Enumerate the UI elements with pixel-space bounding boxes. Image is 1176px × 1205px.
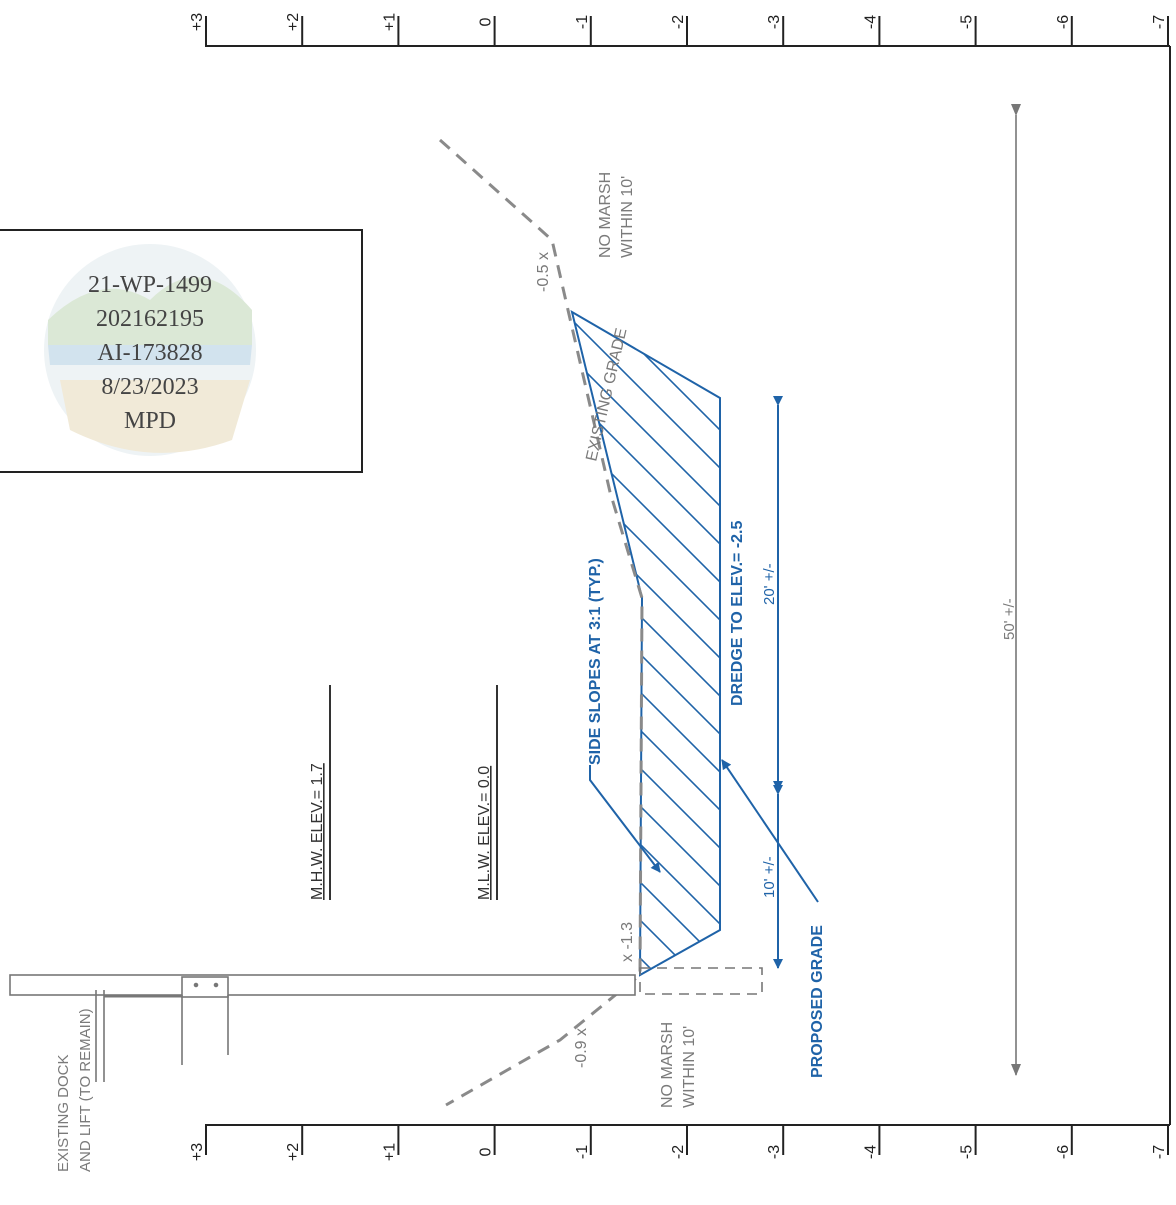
scale-label: -5 — [959, 15, 976, 29]
scale-label: -2 — [670, 1145, 687, 1159]
dock-lift — [181, 976, 229, 998]
scale-label: -5 — [959, 1145, 976, 1159]
no-marsh-bottom-line1: NO MARSH — [659, 1022, 676, 1108]
stamp-line-5: MPD — [124, 408, 176, 434]
existing-grade-label: EXISTING GRADE — [583, 327, 630, 463]
no-marsh-top-line1: NO MARSH — [597, 172, 614, 258]
stamp-line-2: 202162195 — [96, 306, 204, 332]
scale-label: -7 — [1151, 1145, 1168, 1159]
hatch-line — [572, 312, 720, 471]
scale-label: -4 — [862, 1145, 879, 1159]
scale-label: +1 — [381, 13, 398, 31]
bottom-elevation-scale: +3 +2 +1 0 -1 -2 -3 -4 -5 -6 -7 — [189, 1125, 1169, 1161]
scale-label: 0 — [478, 17, 495, 26]
hatch-line — [572, 312, 720, 357]
existing-dock — [9, 967, 763, 1082]
stamp-seal-hills — [48, 277, 252, 345]
side-slopes-label: SIDE SLOPES AT 3:1 (TYP.) — [587, 558, 604, 765]
scale-label: -6 — [1055, 1145, 1072, 1159]
stamp-line-3: AI-173828 — [97, 340, 202, 366]
scale-label: +1 — [381, 1143, 398, 1161]
dimension-50ft-label: 50' +/- — [1001, 598, 1018, 640]
dredge-label: DREDGE TO ELEV.= -2.5 — [729, 521, 746, 707]
scale-label: -3 — [766, 1145, 783, 1159]
scale-label: +3 — [189, 13, 206, 31]
scale-label: -1 — [574, 1145, 591, 1159]
mlw-label: M.L.W. ELEV.= 0.0 — [476, 766, 493, 900]
top-elevation-scale: +3 +2 +1 0 -1 -2 -3 -4 -5 -6 -7 — [189, 13, 1169, 46]
proposed-grade-label: PROPOSED GRADE — [809, 925, 826, 1078]
scale-label: -3 — [766, 15, 783, 29]
hatch-line — [572, 312, 720, 509]
scale-label: +2 — [285, 1143, 302, 1161]
no-marsh-top-line2: WITHIN 10' — [619, 176, 636, 258]
no-marsh-bottom-line2: WITHIN 10' — [681, 1026, 698, 1108]
existing-dock-label-line2: AND LIFT (TO REMAIN) — [77, 1008, 94, 1172]
permit-stamp: 21-WP-1499 202162195 AI-173828 8/23/2023… — [0, 229, 363, 473]
spot-elevation-mid: x -1.3 — [619, 922, 636, 962]
side-slopes-callout — [589, 765, 661, 873]
stamp-seal-flag — [60, 380, 250, 453]
hatch-line — [540, 60, 760, 280]
spot-elevation-bottom: -0.9 x — [573, 1028, 590, 1068]
scale-label: -2 — [670, 15, 687, 29]
dock-deck — [9, 974, 636, 996]
scale-label: -1 — [574, 15, 591, 29]
scale-label: -7 — [1151, 15, 1168, 29]
stamp-line-4: 8/23/2023 — [101, 374, 198, 400]
dredge-area-outline — [570, 309, 721, 977]
spot-elevation-top: -0.5 x — [535, 252, 552, 292]
scale-label: -6 — [1055, 15, 1072, 29]
dimension-10ft-label: 10' +/- — [761, 856, 778, 898]
mhw-label: M.H.W. ELEV.= 1.7 — [309, 763, 326, 900]
dock-piling-below-grade — [639, 967, 763, 995]
existing-dock-label-line1: EXISTING DOCK — [55, 1054, 72, 1172]
scale-label: +2 — [285, 13, 302, 31]
scale-label: -4 — [862, 15, 879, 29]
stamp-line-1: 21-WP-1499 — [88, 272, 212, 298]
existing-grade-line — [439, 138, 644, 1107]
scale-label: 0 — [478, 1147, 495, 1156]
hatch-line — [572, 312, 720, 319]
dimension-20ft-label: 20' +/- — [761, 563, 778, 605]
stamp-seal-water — [48, 345, 252, 365]
frame — [205, 45, 1171, 1126]
scale-label: +3 — [189, 1143, 206, 1161]
proposed-grade-leader — [721, 759, 819, 903]
